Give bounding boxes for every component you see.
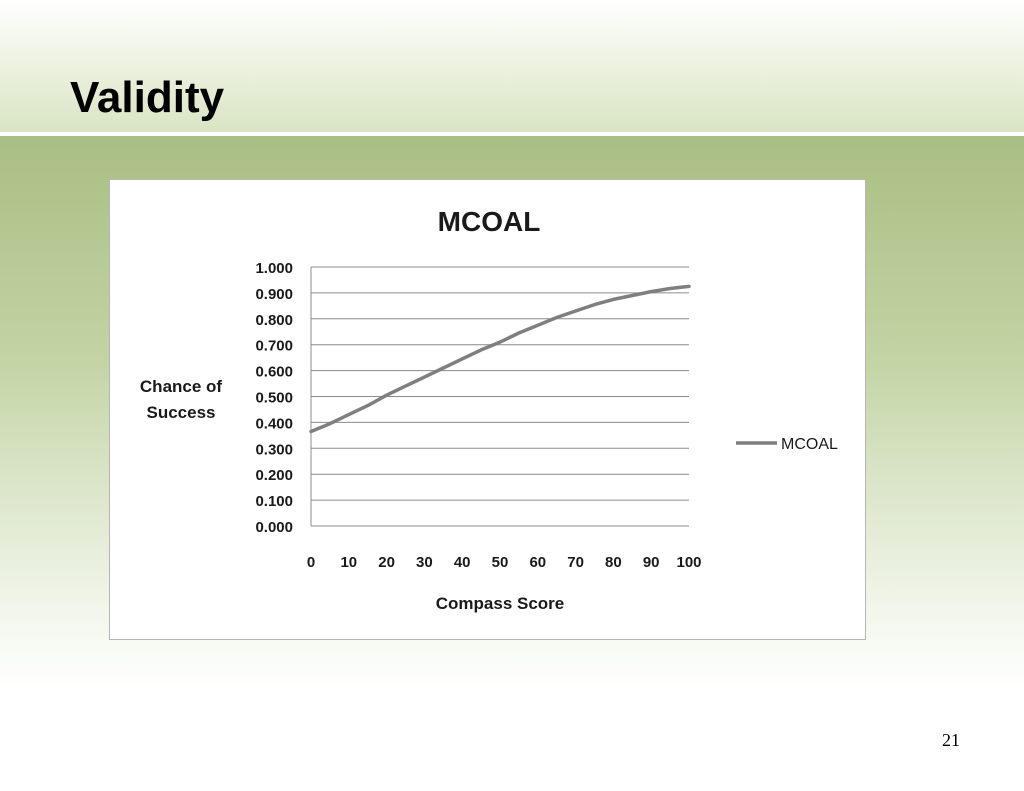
- y-axis-label-line: Success: [147, 403, 216, 422]
- y-tick-label: 0.700: [255, 338, 293, 355]
- y-axis-label: Chance of Success: [140, 377, 223, 422]
- x-tick-label: 90: [643, 554, 660, 571]
- page-number: 21: [942, 730, 960, 750]
- title-band: [0, 0, 1024, 132]
- title-divider: [0, 132, 1024, 136]
- x-tick-label: 40: [454, 554, 471, 571]
- series-line-mcoal: [309, 284, 691, 434]
- y-axis-ticks: 0.000 0.100 0.200 0.300 0.400 0.500 0.600 0.700…: [255, 260, 293, 536]
- y-tick-label: 0.400: [255, 415, 293, 432]
- y-tick-label: 0.000: [255, 519, 293, 536]
- y-tick-label: 0.900: [255, 286, 293, 303]
- x-tick-label: 80: [605, 554, 622, 571]
- y-tick-label: 0.300: [255, 441, 293, 458]
- x-tick-label: 20: [378, 554, 395, 571]
- chart-svg: MCOAL 0.000 0.100 0.200 0.300 0.400 0.500 0.60…: [140, 206, 838, 613]
- x-tick-label: 10: [340, 554, 357, 571]
- y-tick-label: 0.800: [255, 312, 293, 329]
- y-tick-label: 0.600: [255, 364, 293, 381]
- slide-title: Validity: [70, 73, 225, 122]
- legend: MCOAL: [736, 436, 838, 453]
- x-tick-label: 100: [676, 554, 701, 571]
- x-tick-label: 30: [416, 554, 433, 571]
- x-axis-ticks: 0 10 20 30 40 50 60 70 80 90 100: [307, 554, 702, 571]
- x-tick-label: 50: [492, 554, 509, 571]
- legend-label: MCOAL: [781, 436, 838, 453]
- chart-title: MCOAL: [438, 206, 541, 237]
- x-axis-label: Compass Score: [436, 594, 565, 613]
- chart-container: MCOAL 0.000 0.100 0.200 0.300 0.400 0.500 0.60…: [109, 179, 866, 640]
- x-tick-label: 60: [529, 554, 546, 571]
- x-tick-label: 70: [567, 554, 584, 571]
- y-tick-label: 0.100: [255, 493, 293, 510]
- series-layer: [309, 284, 691, 434]
- grid-lines: [310, 266, 689, 527]
- x-tick-label: 0: [307, 554, 315, 571]
- y-tick-label: 1.000: [255, 260, 293, 277]
- y-axis-label-line: Chance of: [140, 377, 223, 396]
- y-tick-label: 0.200: [255, 467, 293, 484]
- y-tick-label: 0.500: [255, 390, 293, 407]
